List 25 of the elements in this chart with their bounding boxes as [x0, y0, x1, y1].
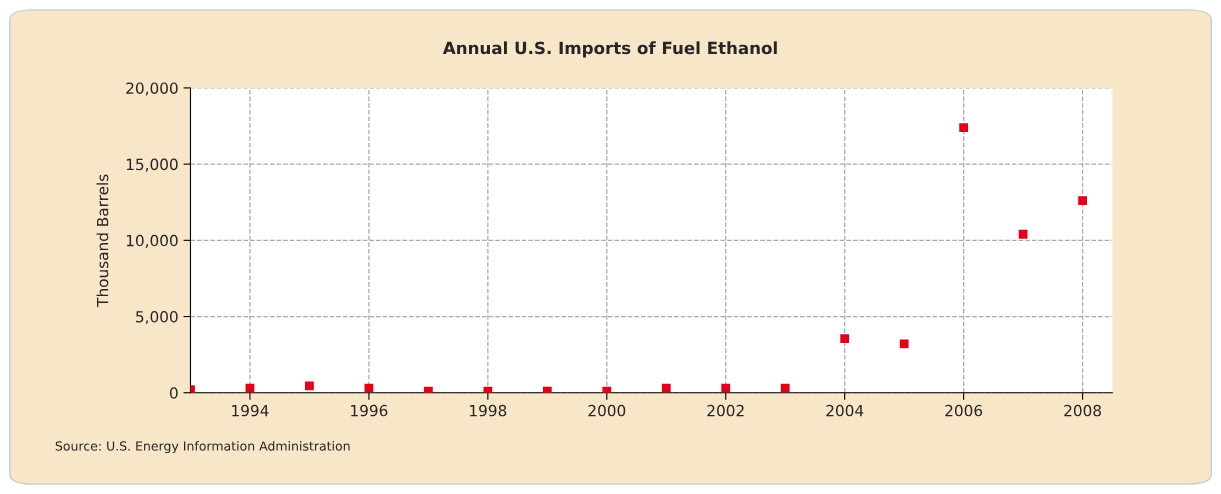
x-tick-label: 1994	[232, 404, 269, 417]
y-tick-label: 0	[169, 387, 178, 399]
x-tick-label: 1996	[351, 404, 388, 417]
point	[959, 123, 969, 132]
point	[305, 381, 314, 391]
x-tick-label: 2000	[588, 404, 626, 417]
point	[899, 339, 909, 349]
point	[780, 383, 790, 393]
y-tick-label: 15,000	[126, 158, 178, 172]
source-note: Source: U.S. Energy Information Administration	[55, 441, 350, 454]
point	[1078, 196, 1087, 206]
point	[840, 334, 850, 344]
x-tick-label: 2002	[707, 404, 744, 417]
point	[721, 383, 731, 393]
chart-title: Annual U.S. Imports of Fuel Ethanol	[442, 41, 777, 58]
y-tick-label: 10,000	[126, 234, 178, 248]
x-tick-label: 2006	[945, 404, 983, 417]
x-tick-label: 1998	[470, 404, 507, 417]
point	[1018, 229, 1028, 239]
y-tick-label: 20,000	[126, 82, 178, 96]
x-tick-label: 2008	[1064, 404, 1101, 417]
y-axis-title: Thousand Barrels	[96, 174, 109, 307]
y-tick-label: 5,000	[136, 311, 178, 325]
point	[661, 383, 671, 393]
x-tick-label: 2004	[826, 404, 864, 417]
